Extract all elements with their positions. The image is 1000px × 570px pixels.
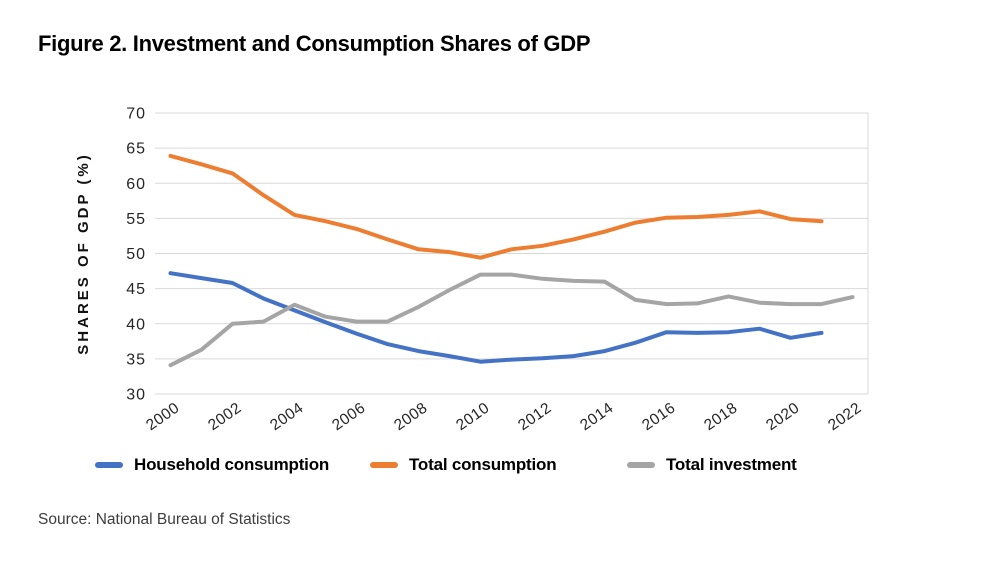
legend-item-total-investment: Total investment	[627, 452, 797, 478]
x-tick-label: 2014	[577, 399, 617, 434]
total-consumption-line	[168, 153, 824, 260]
figure-title: Figure 2. Investment and Consumption Sha…	[38, 31, 591, 56]
source-note: Source: National Bureau of Statistics	[38, 511, 291, 528]
x-tick-label: 2006	[329, 399, 369, 434]
y-tick-label: 30	[126, 387, 146, 404]
legend: Household consumption Total consumption …	[0, 452, 1000, 482]
legend-item-total-consumption: Total consumption	[370, 452, 557, 478]
legend-label-total-investment: Total investment	[666, 455, 797, 474]
legend-label-household-consumption: Household consumption	[134, 455, 330, 474]
x-tick-label: 2012	[515, 399, 555, 434]
y-axis-title: SHARES OF GDP (%)	[75, 152, 92, 354]
y-tick-label: 70	[126, 106, 146, 123]
x-tick-label: 2000	[143, 399, 183, 434]
x-tick-label: 2008	[391, 399, 431, 434]
y-tick-label: 60	[126, 176, 146, 193]
legend-label-total-consumption: Total consumption	[409, 455, 557, 474]
line-chart: 70 65 60 55 50 45 40 35 30 SHARES OF GDP (%) 2000 2…	[75, 106, 869, 434]
x-tick-label: 2004	[267, 399, 307, 434]
household-consumption-line	[168, 271, 824, 364]
household-consumption-swatch-icon	[95, 462, 123, 468]
total-consumption-swatch-icon	[370, 462, 398, 468]
x-tick-label: 2018	[701, 399, 741, 434]
y-tick-label: 45	[126, 281, 146, 298]
total-investment-line	[168, 272, 855, 368]
x-tick-label: 2002	[205, 399, 245, 434]
x-tick-label: 2022	[825, 399, 865, 434]
y-tick-label: 50	[126, 246, 146, 263]
x-tick-label: 2020	[763, 399, 803, 434]
x-tick-label: 2010	[453, 399, 493, 434]
legend-item-household-consumption: Household consumption	[95, 452, 329, 478]
y-tick-label: 35	[126, 351, 146, 368]
y-tick-label: 55	[126, 211, 146, 228]
total-investment-swatch-icon	[627, 462, 655, 468]
y-tick-label: 40	[126, 316, 146, 333]
y-tick-label: 65	[126, 141, 146, 158]
x-tick-label: 2016	[639, 399, 679, 434]
